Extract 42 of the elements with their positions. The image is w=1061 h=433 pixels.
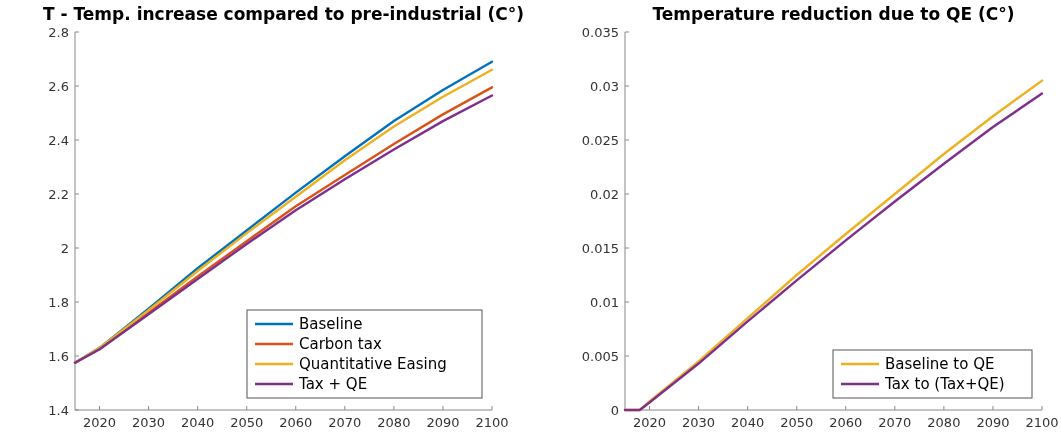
legend-label: Baseline to QE — [885, 355, 995, 373]
y-tick-label: 0.005 — [581, 349, 619, 364]
x-tick-label: 2090 — [976, 415, 1010, 430]
x-tick-label: 2020 — [632, 415, 667, 430]
y-tick-label: 1.4 — [48, 403, 69, 418]
y-tick-label: 1.8 — [48, 295, 69, 310]
x-tick-label: 2050 — [780, 415, 814, 430]
y-tick-label: 0.035 — [581, 25, 619, 40]
y-tick-label: 0.025 — [581, 133, 619, 148]
x-tick-label: 2050 — [230, 415, 264, 430]
x-tick-label: 2030 — [682, 415, 716, 430]
y-tick-label: 2.6 — [48, 79, 69, 94]
y-tick-label: 0.015 — [581, 241, 619, 256]
y-tick-label: 0 — [610, 403, 619, 418]
legend-label: Quantitative Easing — [299, 355, 447, 373]
y-tick-label: 0.03 — [590, 79, 619, 94]
y-tick-label: 2.8 — [48, 25, 69, 40]
legend-label: Tax to (Tax+QE) — [884, 375, 1005, 393]
x-tick-label: 2070 — [328, 415, 362, 430]
x-tick-label: 2080 — [377, 415, 411, 430]
x-tick-label: 2080 — [927, 415, 961, 430]
y-tick-label: 1.6 — [48, 349, 69, 364]
x-tick-label: 2060 — [279, 415, 313, 430]
x-tick-label: 2030 — [132, 415, 166, 430]
x-tick-label: 2100 — [1025, 415, 1059, 430]
chart-title: Temperature reduction due to QE (C°) — [652, 4, 1015, 24]
x-tick-label: 2040 — [181, 415, 215, 430]
y-tick-label: 0.02 — [590, 187, 619, 202]
x-tick-label: 2040 — [731, 415, 765, 430]
y-tick-label: 2 — [60, 241, 69, 256]
y-tick-label: 2.2 — [48, 187, 69, 202]
x-tick-label: 2070 — [878, 415, 912, 430]
chart-title: T - Temp. increase compared to pre-industrial (C°) — [43, 4, 524, 24]
legend-label: Carbon tax — [299, 335, 382, 353]
legend-label: Baseline — [299, 315, 363, 333]
y-tick-label: 2.4 — [48, 133, 69, 148]
legend-label: Tax + QE — [298, 375, 368, 393]
x-tick-label: 2100 — [475, 415, 509, 430]
y-tick-label: 0.01 — [590, 295, 619, 310]
x-tick-label: 2060 — [829, 415, 863, 430]
x-tick-label: 2090 — [426, 415, 460, 430]
x-tick-label: 2020 — [82, 415, 117, 430]
